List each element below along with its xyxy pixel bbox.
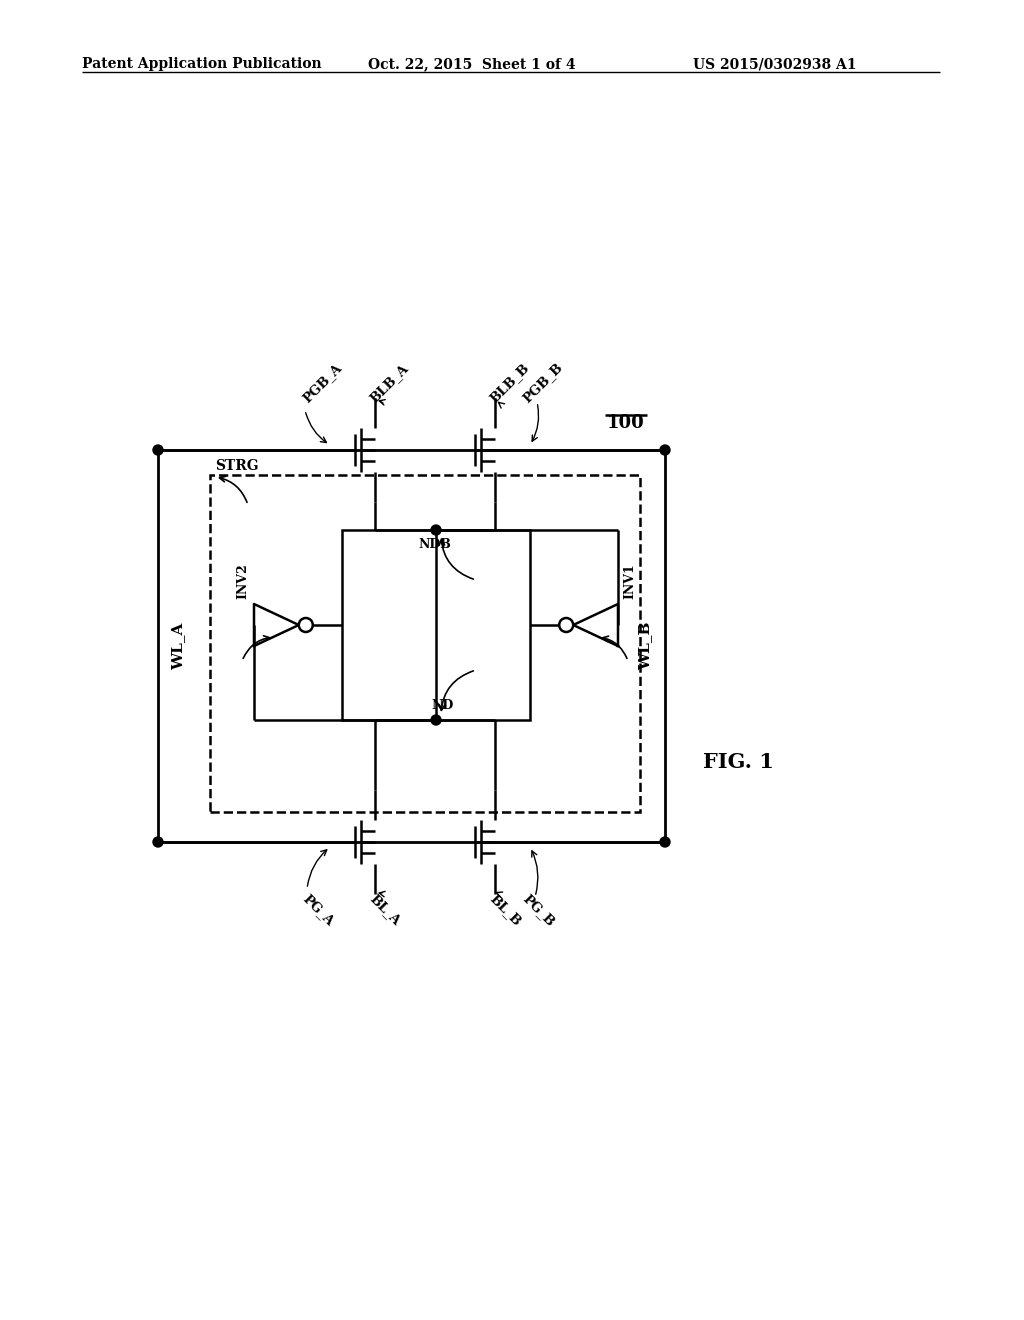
Text: Patent Application Publication: Patent Application Publication — [82, 57, 322, 71]
Text: BLB_B: BLB_B — [487, 360, 531, 405]
Text: ND: ND — [431, 700, 454, 711]
Text: PG_B: PG_B — [520, 892, 557, 929]
Text: BLB_A: BLB_A — [367, 362, 411, 405]
Text: 100: 100 — [607, 414, 645, 432]
Polygon shape — [254, 605, 299, 645]
Text: US 2015/0302938 A1: US 2015/0302938 A1 — [693, 57, 856, 71]
Circle shape — [660, 445, 670, 455]
Polygon shape — [573, 605, 618, 645]
Text: PG_A: PG_A — [300, 892, 336, 928]
Text: INV2: INV2 — [236, 564, 249, 599]
Text: NDB: NDB — [418, 539, 451, 550]
Circle shape — [153, 837, 163, 847]
Text: BL_B: BL_B — [487, 892, 523, 928]
Text: PGB_B: PGB_B — [520, 360, 565, 405]
Text: INV1: INV1 — [623, 564, 636, 599]
Circle shape — [431, 525, 441, 535]
Text: BL_A: BL_A — [367, 892, 402, 928]
Text: WL_B: WL_B — [638, 622, 652, 671]
Circle shape — [153, 445, 163, 455]
Bar — [342, 531, 530, 719]
Bar — [210, 475, 640, 812]
Text: STRG: STRG — [215, 459, 259, 473]
Circle shape — [431, 715, 441, 725]
Text: FIG. 1: FIG. 1 — [703, 752, 774, 772]
Circle shape — [660, 837, 670, 847]
Text: PGB_A: PGB_A — [300, 360, 344, 405]
Text: Oct. 22, 2015  Sheet 1 of 4: Oct. 22, 2015 Sheet 1 of 4 — [368, 57, 575, 71]
Bar — [158, 450, 665, 842]
Text: WL_A: WL_A — [171, 622, 185, 669]
